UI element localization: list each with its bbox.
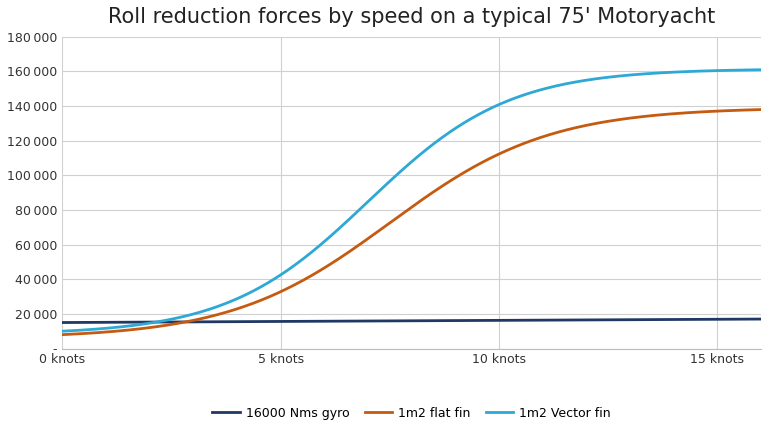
1m2 flat fin	[615, 117, 624, 122]
1m2 Vector fin	[538, 87, 547, 92]
1m2 Vector fin	[603, 75, 612, 80]
Line: 16000 Nms gyro: 16000 Nms gyro	[62, 319, 761, 323]
1m2 Vector fin	[366, 197, 375, 202]
16000 Nms gyro	[129, 320, 138, 325]
1m2 flat fin	[58, 332, 67, 337]
1m2 flat fin	[129, 327, 138, 332]
1m2 Vector fin	[340, 221, 349, 226]
16000 Nms gyro	[603, 317, 612, 323]
Title: Roll reduction forces by speed on a typical 75' Motoryacht: Roll reduction forces by speed on a typi…	[108, 7, 715, 27]
1m2 flat fin	[366, 235, 375, 240]
1m2 Vector fin	[756, 67, 766, 72]
Legend: 16000 Nms gyro, 1m2 flat fin, 1m2 Vector fin: 16000 Nms gyro, 1m2 flat fin, 1m2 Vector…	[207, 402, 616, 425]
Line: 1m2 flat fin: 1m2 flat fin	[62, 110, 761, 334]
16000 Nms gyro	[58, 320, 67, 325]
1m2 Vector fin	[615, 74, 624, 79]
16000 Nms gyro	[615, 317, 624, 322]
1m2 flat fin	[756, 107, 766, 112]
1m2 flat fin	[538, 134, 547, 139]
1m2 Vector fin	[129, 323, 138, 328]
16000 Nms gyro	[340, 319, 349, 324]
1m2 flat fin	[340, 252, 349, 257]
16000 Nms gyro	[538, 317, 547, 323]
16000 Nms gyro	[756, 317, 766, 322]
1m2 Vector fin	[58, 329, 67, 334]
16000 Nms gyro	[366, 318, 375, 323]
Line: 1m2 Vector fin: 1m2 Vector fin	[62, 70, 761, 331]
1m2 flat fin	[603, 119, 612, 124]
